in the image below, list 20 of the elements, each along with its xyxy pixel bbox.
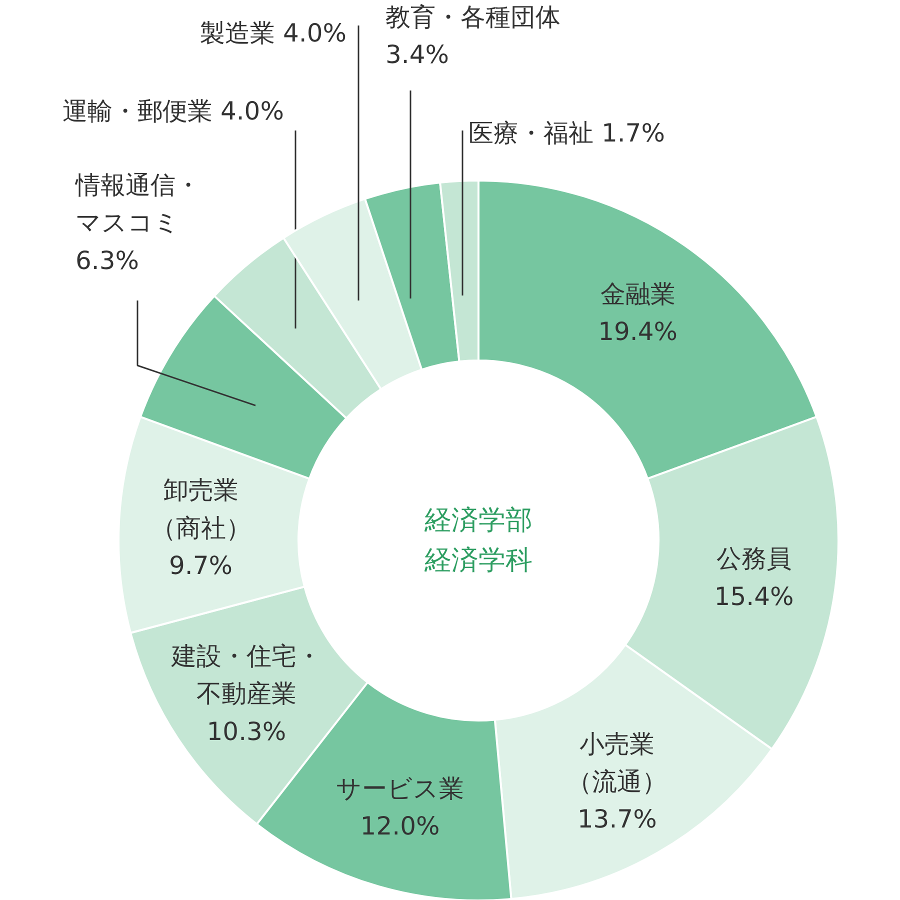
- slice-label: 金融業: [600, 279, 676, 308]
- slice-label: 教育・各種団体: [386, 2, 560, 32]
- data-label: 3.4%: [386, 40, 450, 70]
- slice-label: 製造業 4.0%: [200, 18, 347, 48]
- data-label: 6.3%: [76, 246, 140, 275]
- slice-label: 公務員: [716, 544, 792, 574]
- slice-label: 小売業（流通）: [567, 729, 668, 796]
- data-label: 9.7%: [169, 551, 233, 580]
- slice-label: 医療・福祉 1.7%: [468, 118, 665, 148]
- data-label: 12.0%: [360, 812, 440, 841]
- data-label: 15.4%: [714, 582, 794, 611]
- slice-label: サービス業: [336, 774, 464, 803]
- text: 経済学部経済学科: [424, 504, 532, 576]
- data-label: 19.4%: [598, 317, 678, 346]
- data-label: 13.7%: [577, 804, 657, 834]
- data-label: 10.3%: [206, 716, 286, 746]
- slice-label: 卸売業（商社）: [150, 476, 251, 542]
- slice-label: 建設・住宅・不動産業: [170, 641, 322, 708]
- slice-label: 情報通信・マスコミ: [74, 170, 200, 238]
- slice-label: 運輸・郵便業 4.0%: [62, 96, 284, 126]
